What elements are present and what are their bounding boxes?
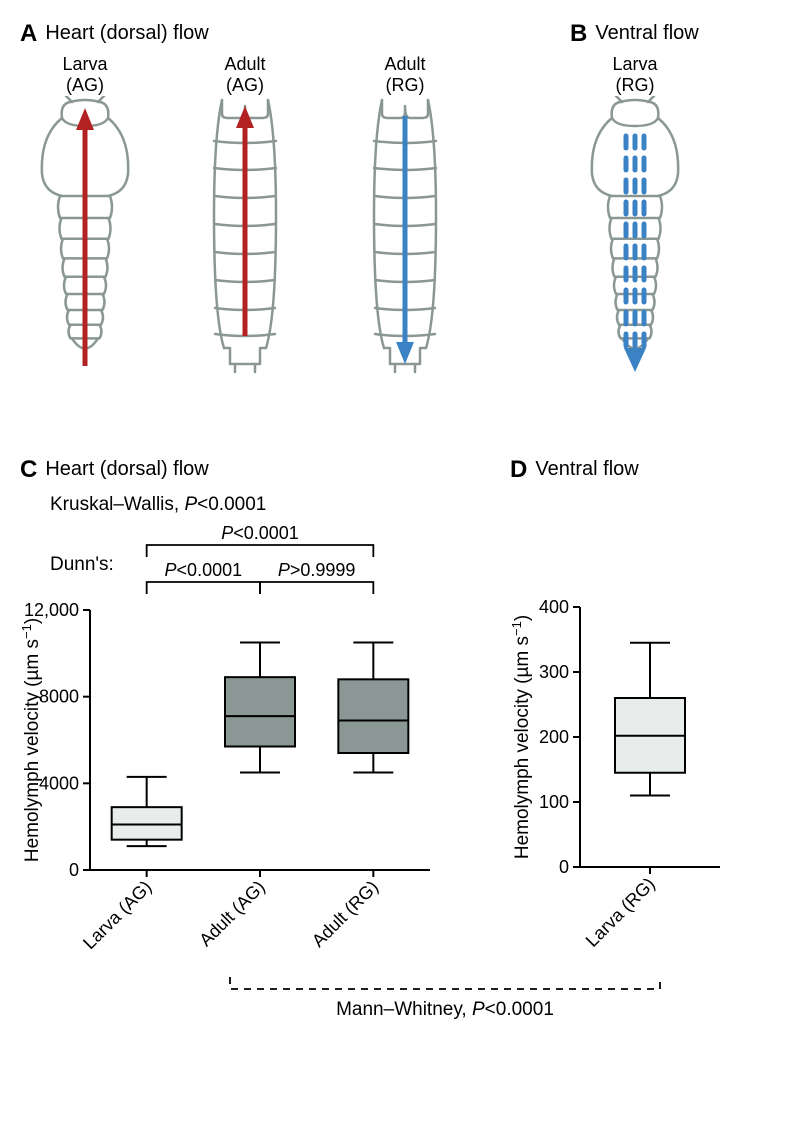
svg-text:0: 0 — [559, 857, 569, 877]
svg-text:Hemolymph velocity (µm s−1): Hemolymph velocity (µm s−1) — [20, 618, 43, 862]
body-diagram: Larva(RG) — [570, 54, 700, 396]
panel-b-label: B — [570, 20, 587, 48]
diagram-label-line1: Larva — [62, 54, 107, 75]
svg-text:Larva (AG): Larva (AG) — [79, 877, 155, 953]
svg-text:Adult (AG): Adult (AG) — [195, 877, 269, 951]
panel-c-label: C — [20, 456, 37, 484]
svg-text:12,000: 12,000 — [24, 600, 79, 620]
body-diagram: Larva(AG) — [20, 54, 150, 396]
svg-text:Dunn's:: Dunn's: — [50, 554, 114, 575]
diagram-label-line1: Larva — [612, 54, 657, 75]
svg-text:P>0.9999: P>0.9999 — [278, 560, 356, 580]
panel-c: C Heart (dorsal) flow Kruskal–Wallis, P<… — [20, 456, 480, 975]
top-row: A Heart (dorsal) flow Larva(AG)Adult(AG)… — [20, 20, 786, 396]
diagram-label-line2: (AG) — [226, 75, 264, 96]
panel-a-label: A — [20, 20, 37, 48]
svg-text:P<0.0001: P<0.0001 — [221, 523, 299, 543]
panel-a-diagrams: Larva(AG)Adult(AG)Adult(RG) — [20, 54, 540, 396]
svg-text:Larva (RG): Larva (RG) — [582, 874, 659, 951]
svg-text:200: 200 — [539, 727, 569, 747]
mann-whitney-bracket: Mann–Whitney, P<0.0001 — [20, 975, 786, 1035]
svg-text:Mann–Whitney, P<0.0001: Mann–Whitney, P<0.0001 — [336, 999, 554, 1020]
body-diagram: Adult(RG) — [340, 54, 470, 396]
panel-d-chart: 0 100 200 300 400 Hemolymph velocity (µm s−1)… — [510, 517, 770, 972]
panel-b-diagrams: Larva(RG) — [570, 54, 770, 396]
svg-text:0: 0 — [69, 860, 79, 880]
diagram-label-line1: Adult — [224, 54, 265, 75]
panel-a: A Heart (dorsal) flow Larva(AG)Adult(AG)… — [20, 20, 540, 396]
diagram-label-line1: Adult — [384, 54, 425, 75]
boxplot-svg: 0 4000 8000 12,000Hemolymph velocity (µm s−… — [20, 520, 440, 970]
svg-text:Adult (RG): Adult (RG) — [308, 877, 382, 951]
panel-d: D Ventral flow 0 100 200 300 400 Hemolymph ve… — [510, 456, 770, 972]
diagram-svg — [180, 96, 310, 396]
figure: A Heart (dorsal) flow Larva(AG)Adult(AG)… — [20, 20, 786, 1035]
panel-b: B Ventral flow Larva(RG) — [570, 20, 770, 396]
panel-c-chart: 0 4000 8000 12,000Hemolymph velocity (µm s−… — [20, 520, 480, 975]
diagram-label-line2: (AG) — [66, 75, 104, 96]
panel-c-title: Heart (dorsal) flow — [45, 458, 208, 481]
panel-d-label: D — [510, 456, 527, 484]
svg-text:100: 100 — [539, 792, 569, 812]
diagram-label-line2: (RG) — [386, 75, 425, 96]
diagram-label-line2: (RG) — [616, 75, 655, 96]
svg-text:Hemolymph velocity (µm s−1): Hemolymph velocity (µm s−1) — [510, 615, 533, 859]
panel-d-title: Ventral flow — [535, 458, 638, 481]
bottom-bracket: Mann–Whitney, P<0.0001 — [20, 975, 786, 1035]
diagram-svg — [340, 96, 470, 396]
diagram-svg — [20, 96, 150, 396]
svg-text:300: 300 — [539, 662, 569, 682]
svg-text:4000: 4000 — [39, 773, 79, 793]
svg-text:8000: 8000 — [39, 687, 79, 707]
bottom-row: C Heart (dorsal) flow Kruskal–Wallis, P<… — [20, 456, 786, 975]
svg-text:400: 400 — [539, 597, 569, 617]
panel-b-title: Ventral flow — [595, 22, 698, 45]
svg-text:P<0.0001: P<0.0001 — [165, 560, 243, 580]
body-diagram: Adult(AG) — [180, 54, 310, 396]
panel-a-title: Heart (dorsal) flow — [45, 22, 208, 45]
diagram-svg — [570, 96, 700, 396]
boxplot-svg: 0 100 200 300 400 Hemolymph velocity (µm s−1)… — [510, 517, 730, 967]
panel-c-stats-kw: Kruskal–Wallis, P<0.0001 — [50, 494, 480, 516]
